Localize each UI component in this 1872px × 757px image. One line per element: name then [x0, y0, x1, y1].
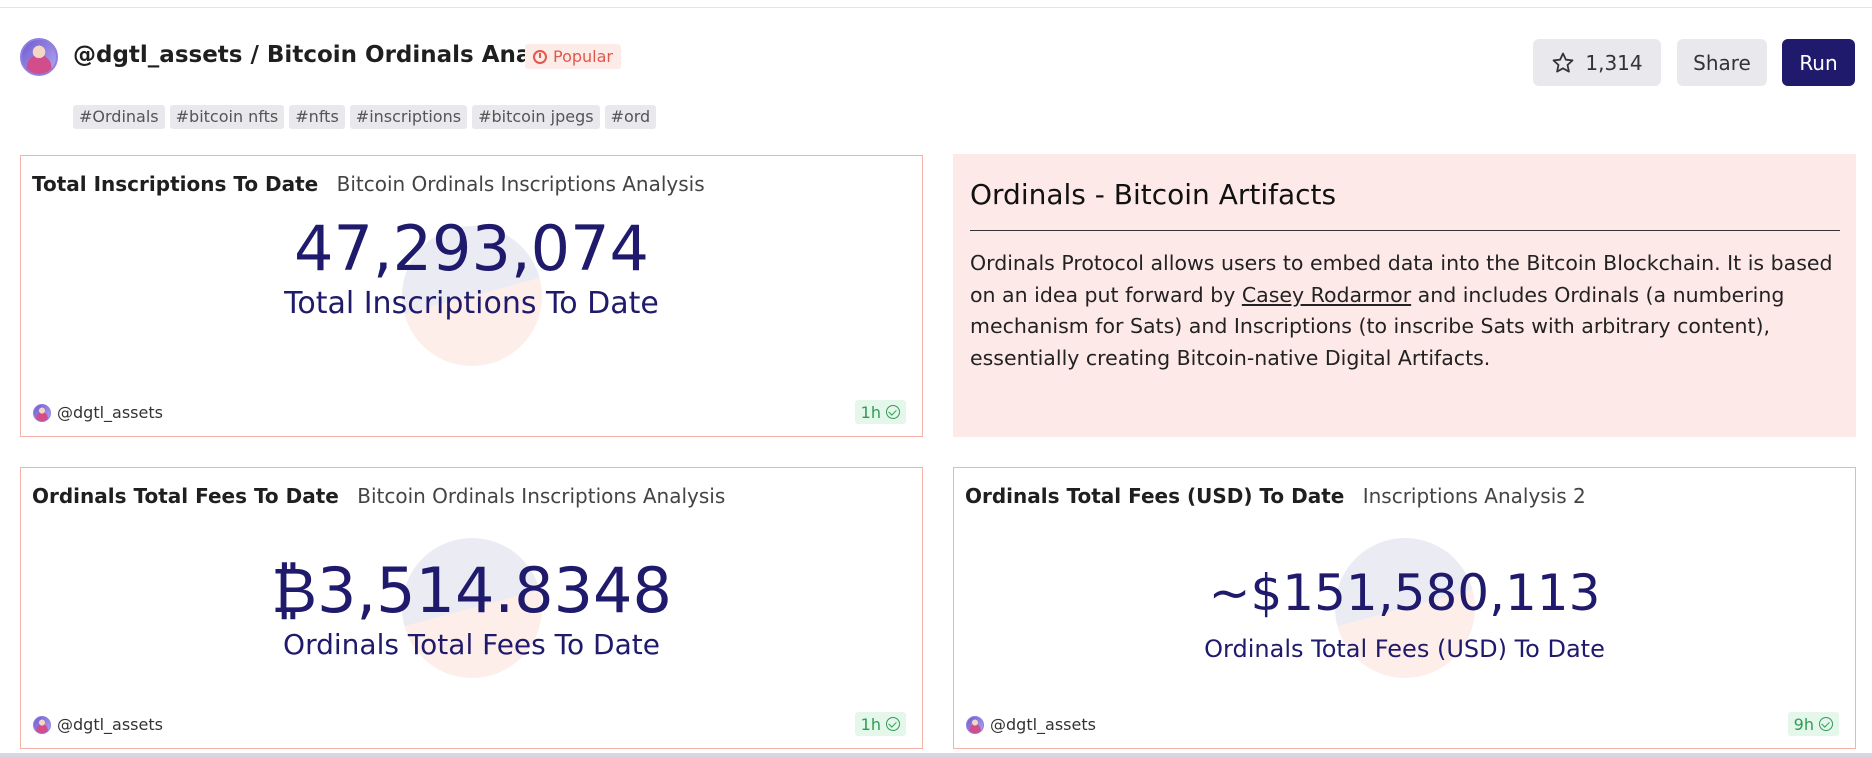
tag-inscriptions[interactable]: #inscriptions: [349, 105, 468, 129]
clock-icon: [533, 49, 547, 64]
tag-bitcoin-jpegs[interactable]: #bitcoin jpegs: [472, 105, 600, 129]
counter-value: ₿3,514.8348: [271, 554, 672, 627]
counter-card-total-fees-usd: Ordinals Total Fees (USD) To Date Inscri…: [953, 467, 1856, 749]
card-query-link[interactable]: Bitcoin Ordinals Inscriptions Analysis: [357, 484, 726, 508]
casey-rodarmor-link[interactable]: Casey Rodarmor: [1241, 282, 1412, 307]
popular-badge: Popular: [525, 44, 621, 69]
owner-name: @dgtl_assets: [57, 403, 163, 422]
freshness-badge: 9h: [1787, 712, 1839, 736]
top-divider: [0, 7, 1872, 8]
counter-label: Ordinals Total Fees (USD) To Date: [1204, 635, 1605, 663]
counter-background-graphic: [402, 538, 542, 678]
counter-value: 47,293,074: [294, 212, 649, 285]
owner-avatar-small: [33, 403, 51, 422]
card-owner[interactable]: @dgtl_assets: [33, 403, 163, 422]
freshness-badge: 1h: [854, 400, 906, 424]
text-card-body-start: Ordinals Protocol allows users to embed …: [970, 251, 1833, 307]
star-button[interactable]: 1,314: [1533, 39, 1661, 86]
counter-card-total-inscriptions: Total Inscriptions To Date Bitcoin Ordin…: [20, 155, 923, 437]
owner-avatar[interactable]: [20, 38, 58, 76]
freshness-badge: 1h: [854, 712, 906, 736]
check-circle-icon: [886, 717, 900, 731]
card-header: Ordinals Total Fees (USD) To Date Inscri…: [965, 484, 1586, 508]
owner-name: @dgtl_assets: [990, 715, 1096, 734]
share-button[interactable]: Share: [1677, 39, 1767, 86]
run-button[interactable]: Run: [1782, 39, 1855, 86]
text-card-title: Ordinals - Bitcoin Artifacts: [970, 178, 1337, 211]
card-header: Total Inscriptions To Date Bitcoin Ordin…: [32, 172, 705, 196]
tag-ordinals[interactable]: #Ordinals: [73, 105, 165, 129]
dashboard-title[interactable]: @dgtl_assets / Bitcoin Ordinals Analysis: [73, 42, 590, 68]
tag-bitcoin-nfts[interactable]: #bitcoin nfts: [169, 105, 285, 129]
card-query-link[interactable]: Bitcoin Ordinals Inscriptions Analysis: [336, 172, 705, 196]
counter-value: ~$151,580,113: [1208, 564, 1601, 622]
counter-background-graphic: [1335, 538, 1475, 678]
card-title[interactable]: Ordinals Total Fees To Date: [32, 484, 339, 508]
owner-avatar-small: [33, 715, 51, 734]
tag-ord[interactable]: #ord: [604, 105, 657, 129]
text-card-body-end: and includes Ordinals (a numbering mecha…: [970, 282, 1785, 370]
text-card-ordinals: Ordinals - Bitcoin Artifacts Ordinals Pr…: [953, 154, 1856, 437]
card-owner[interactable]: @dgtl_assets: [33, 715, 163, 734]
freshness-label: 9h: [1793, 714, 1814, 734]
star-count: 1,314: [1585, 50, 1643, 75]
popular-badge-label: Popular: [553, 47, 613, 66]
check-circle-icon: [886, 405, 900, 419]
card-title[interactable]: Total Inscriptions To Date: [32, 172, 319, 196]
card-owner[interactable]: @dgtl_assets: [966, 715, 1096, 734]
counter-card-total-fees: Ordinals Total Fees To Date Bitcoin Ordi…: [20, 467, 923, 749]
owner-name: @dgtl_assets: [57, 715, 163, 734]
check-circle-icon: [1819, 717, 1833, 731]
card-query-link[interactable]: Inscriptions Analysis 2: [1362, 484, 1586, 508]
counter-label: Total Inscriptions To Date: [284, 286, 659, 321]
card-title[interactable]: Ordinals Total Fees (USD) To Date: [965, 484, 1345, 508]
card-header: Ordinals Total Fees To Date Bitcoin Ordi…: [32, 484, 725, 508]
counter-background-graphic: [402, 226, 542, 366]
freshness-label: 1h: [860, 402, 881, 422]
owner-avatar-small: [966, 715, 984, 734]
tag-list: #Ordinals #bitcoin nfts #nfts #inscripti…: [73, 105, 657, 129]
text-card-divider: [970, 230, 1840, 231]
bottom-divider: [0, 753, 1872, 757]
freshness-label: 1h: [860, 714, 881, 734]
star-icon: [1552, 52, 1574, 72]
counter-label: Ordinals Total Fees To Date: [283, 628, 660, 661]
text-card-body: Ordinals Protocol allows users to embed …: [970, 248, 1845, 374]
tag-nfts[interactable]: #nfts: [289, 105, 345, 129]
